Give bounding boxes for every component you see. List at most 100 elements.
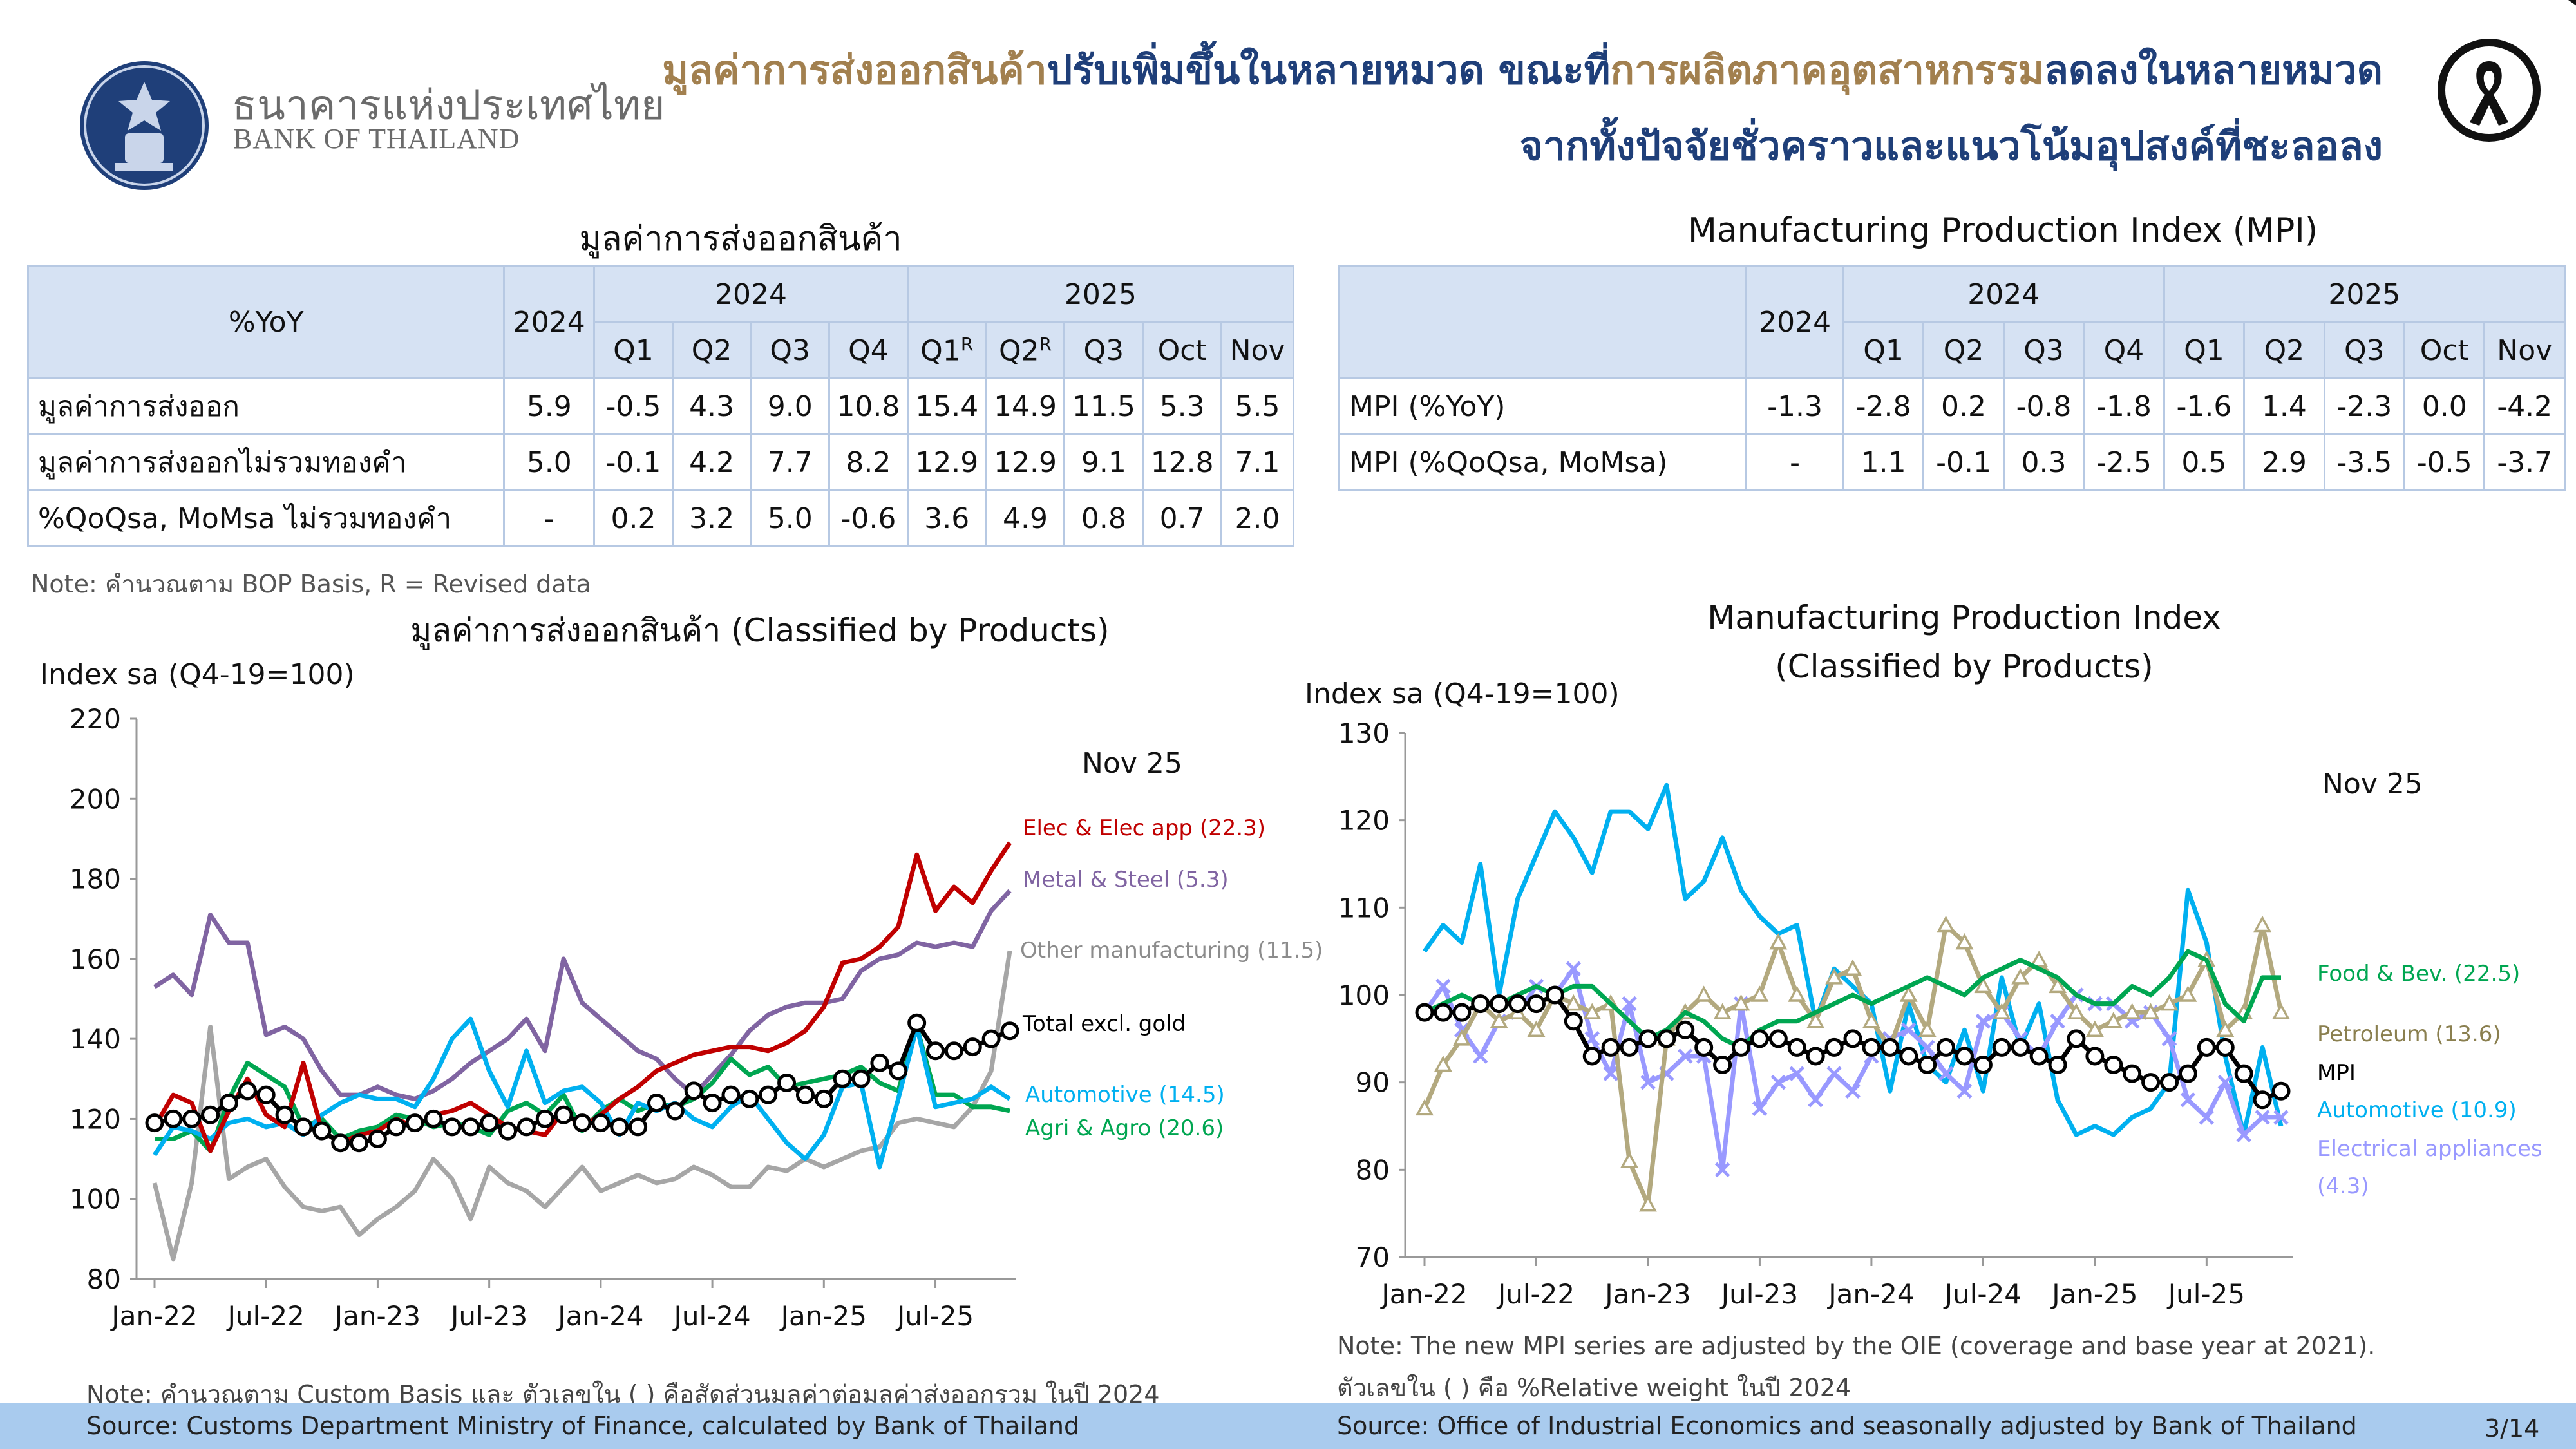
- legend-petro: Petroleum (13.6): [2317, 1021, 2501, 1047]
- garuda-emblem-icon: [84, 65, 205, 186]
- export-series-total-excl-gold-point: [777, 1074, 797, 1092]
- cell: -0.5: [593, 377, 674, 435]
- mpi-group-2025: 2025: [2163, 265, 2566, 323]
- mpi-series-mpi-point: [1918, 1056, 1937, 1075]
- mpi-series-petroleum-13-6-point: [1620, 1151, 1639, 1168]
- mpi-series-petroleum-13-6-point: [1434, 1055, 1452, 1072]
- export-sub-q2-24: Q2: [671, 321, 752, 379]
- export-series-total-excl-gold-point: [944, 1041, 963, 1061]
- export-corner: %YoY: [26, 265, 506, 379]
- mpi-series-mpi-point: [1415, 1003, 1434, 1022]
- mpi-series-electrical-appliances-4-3-point: [2161, 1031, 2177, 1046]
- export-series-total-excl-gold-point: [480, 1113, 499, 1133]
- export-series-total-excl-gold-point: [405, 1113, 424, 1133]
- cell: 2.9: [2243, 433, 2325, 491]
- export-series-total-excl-gold-point: [164, 1109, 183, 1128]
- table-row: MPI (%YoY) -1.3 -2.8 0.2 -0.8 -1.8 -1.6 …: [1338, 377, 2566, 435]
- export-series-total-excl-gold-point: [1000, 1021, 1019, 1041]
- export-annotation: Nov 25: [1082, 747, 1182, 780]
- mpi-y-tick-label: 90: [1356, 1067, 1390, 1099]
- cell: 15.4: [906, 377, 987, 435]
- mpi-x-tick-label: Jul-24: [1943, 1278, 2022, 1310]
- export-series-metal-steel-5-3-line: [153, 889, 1012, 1101]
- page-number: 3/14: [2485, 1414, 2540, 1443]
- export-series-total-excl-gold-point: [870, 1053, 889, 1072]
- cell: 1.1: [1842, 433, 1925, 491]
- bot-logo: [80, 61, 209, 190]
- mpi-series-petroleum-13-6-point: [2141, 1003, 2160, 1019]
- mpi-series-petroleum-13-6-point: [2085, 1020, 2104, 1037]
- mpi-series-mpi-point: [2234, 1064, 2253, 1083]
- mpi-x-tick-label: Jan-25: [2050, 1278, 2137, 1310]
- mpi-chart-title-line2: (Classified by Products): [1775, 648, 2154, 685]
- mpi-series-food-bev-22-5-line: [1423, 949, 2281, 1050]
- mpi-table-title: Manufacturing Production Index (MPI): [1687, 211, 2318, 250]
- export-sub-oct: Oct: [1142, 321, 1223, 379]
- export-series-total-excl-gold-point: [331, 1133, 350, 1153]
- table-row: มูลค่าการส่งออกไม่รวมทองคำ 5.0 -0.1 4.2 …: [26, 433, 1294, 491]
- legend-food: Food & Bev. (22.5): [2317, 961, 2521, 987]
- export-series-total-excl-gold-point: [461, 1117, 480, 1137]
- mpi-series-petroleum-13-6-point: [2123, 1003, 2141, 1019]
- mpi-x-tick-label: Jul-22: [1496, 1278, 1575, 1310]
- export-chart: 80 100 120 140 160 180 200 220 Jan-22 Jul-22 Jan-2…: [70, 703, 1019, 1332]
- legend-agri: Agri & Agro (20.6): [1025, 1115, 1224, 1141]
- mpi-annotation: Nov 25: [2322, 768, 2423, 800]
- mpi-corner: [1338, 265, 1748, 379]
- mpi-series-petroleum-13-6-point: [2272, 1003, 2290, 1019]
- page-title-line1: มูลค่าการส่งออกสินค้าปรับเพิ่มขึ้นในหลาย…: [662, 39, 2383, 102]
- export-series-total-excl-gold-point: [554, 1105, 573, 1124]
- cell: -2.5: [2083, 433, 2165, 491]
- mpi-series-electrical-appliances-4-3-point: [2217, 1074, 2233, 1090]
- cell: 10.8: [828, 377, 909, 435]
- mpi-series-mpi-point: [1787, 1037, 1806, 1057]
- mpi-series-mpi-point: [1564, 1012, 1583, 1031]
- mpi-series-petroleum-13-6-point: [1899, 985, 1918, 1002]
- export-series-total-excl-gold-point: [665, 1101, 685, 1121]
- export-sub-q2-25: Q2R: [985, 321, 1066, 379]
- mpi-series-mpi-point: [1955, 1046, 1974, 1066]
- cell: -: [1745, 433, 1844, 491]
- export-sub-q3-25: Q3: [1063, 321, 1144, 379]
- mpi-x-tick-label: Jul-25: [2166, 1278, 2245, 1310]
- mpi-series-mpi-point: [1713, 1056, 1732, 1075]
- mpi-series-mpi-point: [1880, 1037, 1900, 1057]
- export-x-tick-label: Jan-22: [109, 1300, 197, 1332]
- source-right: Source: Office of Industrial Economics a…: [1337, 1412, 2357, 1440]
- mpi-series-mpi-point: [1601, 1037, 1620, 1057]
- export-series-total-excl-gold-point: [350, 1133, 369, 1153]
- mpi-series-mpi-point: [1862, 1037, 1881, 1057]
- mpi-series-mpi-point: [1843, 1029, 1862, 1048]
- export-y-tick-label: 180: [70, 864, 121, 895]
- mpi-series-electrical-appliances-4-3-point: [2050, 1013, 2065, 1029]
- export-sub-q3-24: Q3: [750, 321, 831, 379]
- cell: 12.9: [906, 433, 987, 491]
- mpi-x-tick-label: Jan-22: [1379, 1278, 1467, 1310]
- mpi-series-petroleum-13-6-point: [1993, 1003, 2011, 1019]
- mpi-series-electrical-appliances-4-3-point: [1435, 978, 1451, 994]
- export-series-elec-elec-app-22-3-line: [152, 841, 1012, 1153]
- mpi-series-electrical-appliances-4-3-point: [2199, 1110, 2215, 1125]
- cell: 14.9: [985, 377, 1066, 435]
- revised-mark: R: [960, 333, 974, 355]
- export-year-col: 2024: [503, 265, 596, 379]
- cell: 7.1: [1220, 433, 1294, 491]
- mpi-series-petroleum-13-6-point: [2030, 951, 2049, 967]
- export-x-tick-label: Jul-23: [449, 1300, 527, 1332]
- mpi-series-electrical-appliances-4-3-point: [1956, 1083, 1973, 1099]
- title-part-decrease: ลดลงในหลายหมวด: [2043, 46, 2383, 93]
- export-series-total-excl-gold-point: [424, 1109, 443, 1128]
- mpi-series-mpi-point: [1657, 1029, 1676, 1048]
- cell: 11.5: [1063, 377, 1144, 435]
- mpi-sub: Q1: [1842, 321, 1925, 379]
- export-y-tick-label: 100: [70, 1184, 121, 1215]
- export-x-tick-label: Jul-25: [895, 1300, 974, 1332]
- cell: 2.0: [1220, 489, 1294, 547]
- legend-total: Total excl. gold: [1023, 1011, 1186, 1037]
- mpi-series-electrical-appliances-4-3-point: [1919, 1039, 1935, 1056]
- cell: -: [503, 489, 596, 547]
- mpi-table: 2024 2024 2025 Q1 Q2 Q3 Q4 Q1 Q2 Q3 Oct …: [1338, 265, 2566, 491]
- mpi-series-electrical-appliances-4-3-point: [1770, 1074, 1786, 1090]
- cell: -0.8: [2002, 377, 2085, 435]
- mpi-series-mpi-point: [2067, 1029, 2086, 1048]
